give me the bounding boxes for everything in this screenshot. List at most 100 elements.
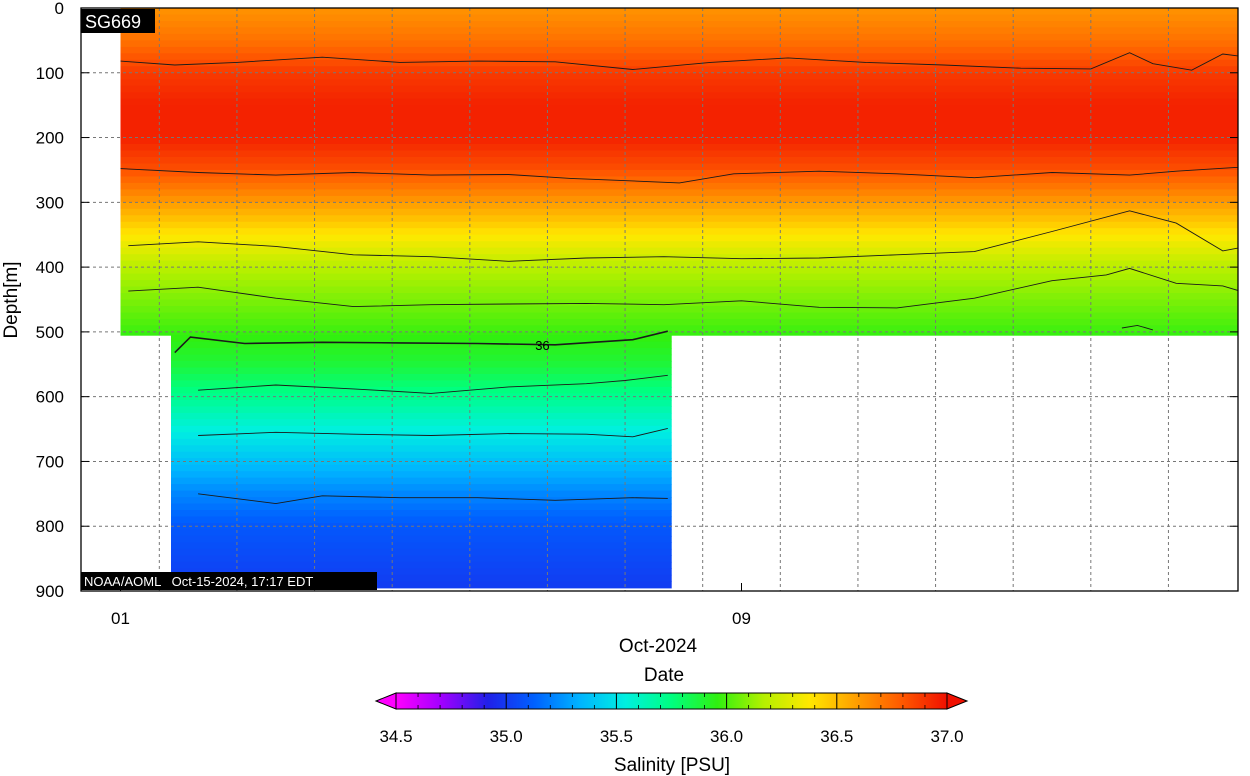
heatmap-cell-shallow	[120, 144, 1238, 152]
y-axis-title: Depth[m]	[1, 261, 22, 338]
contour-line	[198, 427, 668, 438]
heatmap-cell-deep	[171, 425, 672, 433]
heatmap-cell-shallow	[120, 14, 1238, 22]
heatmap-cell-deep	[171, 535, 672, 543]
heatmap-cell-deep	[171, 581, 672, 589]
credit-badge: NOAA/AOML Oct-15-2024, 17:17 EDT	[81, 572, 377, 590]
y-tick-label: 500	[36, 323, 64, 342]
heatmap-cell-deep	[171, 568, 672, 576]
heatmap-cell-shallow	[120, 325, 1238, 333]
colorbar: 34.5 35.0 35.5 36.0 36.5 37.0	[374, 692, 969, 746]
heatmap-cell-shallow	[120, 280, 1238, 288]
heatmap-cell-shallow	[120, 273, 1238, 281]
heatmap-cell-deep	[171, 477, 672, 485]
heatmap-cell-shallow	[120, 169, 1238, 177]
heatmap-cell-deep	[171, 451, 672, 459]
heatmap-cell-shallow	[120, 98, 1238, 106]
heatmap-cell-deep	[171, 386, 672, 394]
heatmap-cell-shallow	[120, 228, 1238, 236]
heatmap-cell-shallow	[120, 66, 1238, 74]
contour-line	[120, 166, 1238, 184]
heatmap-cell-shallow	[120, 8, 1238, 16]
colorbar-tick-label: 34.5	[379, 727, 412, 746]
y-tick-label: 600	[36, 388, 64, 407]
heatmap-cell-deep	[171, 341, 672, 349]
heatmap-cell-deep	[171, 490, 672, 498]
heatmap-cell-shallow	[120, 79, 1238, 87]
y-tick-label: 400	[36, 258, 64, 277]
heatmap-cell-shallow	[120, 286, 1238, 294]
plot-area: 36	[80, 7, 1239, 592]
heatmap-cell-deep	[171, 432, 672, 440]
heatmap-cell-shallow	[120, 208, 1238, 216]
contour-line	[128, 267, 1238, 309]
heatmap-cell-deep	[171, 406, 672, 414]
colorbar-extend-low	[374, 692, 397, 710]
heatmap-cell-deep	[171, 503, 672, 511]
heatmap-cell-deep	[171, 445, 672, 453]
heatmap-cell-shallow	[120, 293, 1238, 301]
colorbar-tick-label: 37.0	[930, 727, 963, 746]
y-tick-label: 800	[36, 517, 64, 536]
heatmap-cell-shallow	[120, 221, 1238, 229]
heatmap-cell-deep	[171, 412, 672, 420]
heatmap-cell-deep	[171, 510, 672, 518]
heatmap-cell-deep	[171, 393, 672, 401]
y-axis: 0 100 200 300 400 500 600 700 800 900	[36, 0, 1238, 601]
colorbar-title: Salinity [PSU]	[614, 755, 730, 776]
contour-line	[198, 374, 668, 394]
colorbar-tick-label: 35.0	[490, 727, 523, 746]
contour-line	[1121, 324, 1154, 331]
heatmap-cell-shallow	[120, 331, 1238, 336]
heatmap-cell-shallow	[120, 267, 1238, 275]
colorbar-tick-label: 35.5	[600, 727, 633, 746]
heatmap-cell-shallow	[120, 72, 1238, 80]
y-tick-label: 0	[55, 0, 64, 18]
heatmap-cell-shallow	[120, 299, 1238, 307]
heatmap-cell-shallow	[120, 27, 1238, 35]
y-tick-label: 100	[36, 64, 64, 83]
title-badge: SG669	[81, 9, 155, 33]
heatmap-cell-shallow	[120, 234, 1238, 242]
contour-line	[128, 210, 1238, 262]
heatmap-cell-shallow	[120, 312, 1238, 320]
colorbar-tick-label: 36.0	[710, 727, 743, 746]
heatmap-cell-deep	[171, 438, 672, 446]
heatmap-cell-shallow	[120, 241, 1238, 249]
heatmap-cell-shallow	[120, 105, 1238, 113]
heatmap-cell-shallow	[120, 306, 1238, 314]
credit-text: NOAA/AOML Oct-15-2024, 17:17 EDT	[84, 574, 313, 589]
salinity-heatmap	[120, 8, 1238, 589]
heatmap-cell-deep	[171, 367, 672, 375]
heatmap-cell-deep	[171, 348, 672, 356]
colorbar-extend-high	[946, 692, 969, 710]
x-axis-title: Date	[644, 665, 684, 686]
heatmap-cell-shallow	[120, 202, 1238, 210]
heatmap-cell-deep	[171, 516, 672, 524]
chart-title: SG669	[85, 12, 141, 32]
heatmap-cell-deep	[171, 555, 672, 563]
colorbar-tick-label: 36.5	[820, 727, 853, 746]
heatmap-cell-deep	[171, 542, 672, 550]
heatmap-cell-deep	[171, 529, 672, 537]
heatmap-cell-deep	[171, 548, 672, 556]
heatmap-cell-shallow	[120, 182, 1238, 190]
contour-line	[198, 493, 668, 505]
heatmap-cell-shallow	[120, 85, 1238, 93]
heatmap-cell-deep	[171, 497, 672, 505]
heatmap-cell-shallow	[120, 53, 1238, 61]
y-tick-label: 900	[36, 582, 64, 601]
heatmap-cell-deep	[171, 361, 672, 369]
salinity-contours: 36	[120, 52, 1238, 505]
y-tick-label: 700	[36, 452, 64, 471]
heatmap-cell-deep	[171, 374, 672, 382]
heatmap-cell-deep	[171, 523, 672, 531]
heatmap-cell-shallow	[120, 33, 1238, 41]
heatmap-cell-shallow	[120, 189, 1238, 197]
heatmap-cell-deep	[171, 419, 672, 427]
title-badge-background	[81, 9, 155, 33]
heatmap-cell-shallow	[120, 163, 1238, 171]
heatmap-cell-deep	[171, 471, 672, 479]
heatmap-cell-deep	[171, 574, 672, 582]
